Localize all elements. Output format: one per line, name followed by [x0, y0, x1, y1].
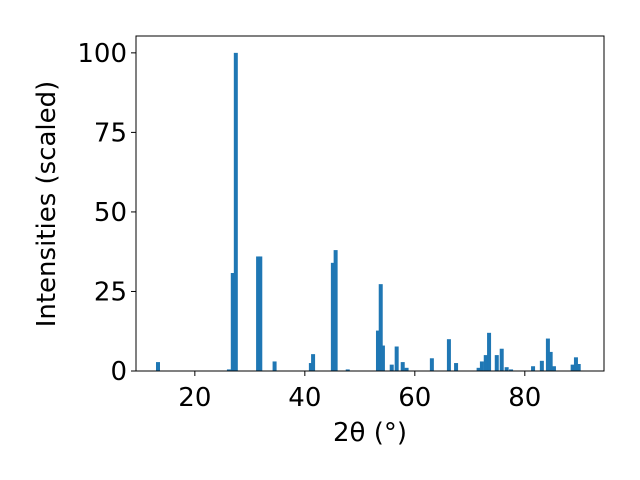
bar	[230, 273, 235, 371]
y-tick-label: 0	[110, 357, 127, 387]
bar	[256, 256, 261, 371]
y-axis-label: Intensities (scaled)	[32, 81, 62, 328]
bar	[446, 339, 451, 371]
y-tick-label: 25	[94, 277, 127, 307]
bar	[375, 330, 380, 371]
bar	[499, 348, 504, 371]
x-tick-label: 60	[398, 383, 431, 413]
bar	[345, 369, 350, 371]
bar	[226, 369, 231, 371]
x-tick-label: 40	[288, 383, 321, 413]
bar	[487, 332, 492, 371]
bar	[233, 52, 238, 371]
bar	[454, 363, 459, 371]
bar	[380, 345, 385, 371]
y-tick-label: 75	[94, 118, 127, 148]
bar	[576, 364, 581, 371]
bar	[400, 362, 405, 371]
bar	[539, 360, 544, 371]
bar	[509, 369, 514, 371]
bar	[155, 362, 160, 371]
bar	[311, 354, 316, 371]
bar	[476, 367, 481, 371]
bar	[531, 366, 536, 371]
bar	[570, 364, 575, 371]
y-tick-label: 50	[94, 198, 127, 228]
x-axis-label: 2θ (°)	[333, 418, 407, 448]
plot-frame	[135, 35, 605, 372]
bar	[394, 346, 399, 371]
bar	[333, 250, 338, 371]
x-tick-label: 20	[178, 383, 211, 413]
bar	[272, 361, 277, 371]
bar	[479, 361, 484, 371]
x-tick-label: 80	[508, 383, 541, 413]
bar	[330, 262, 335, 371]
bar	[548, 351, 553, 371]
bar	[494, 355, 499, 371]
bar	[258, 256, 263, 371]
bar	[573, 357, 578, 371]
bar	[378, 284, 383, 371]
bar	[308, 363, 313, 371]
bar	[429, 358, 434, 371]
bar	[483, 355, 488, 371]
bar	[404, 367, 409, 371]
bar	[389, 364, 394, 371]
bar	[545, 338, 550, 371]
bar	[551, 366, 556, 371]
bar	[504, 367, 509, 371]
y-tick-label: 100	[77, 39, 127, 69]
